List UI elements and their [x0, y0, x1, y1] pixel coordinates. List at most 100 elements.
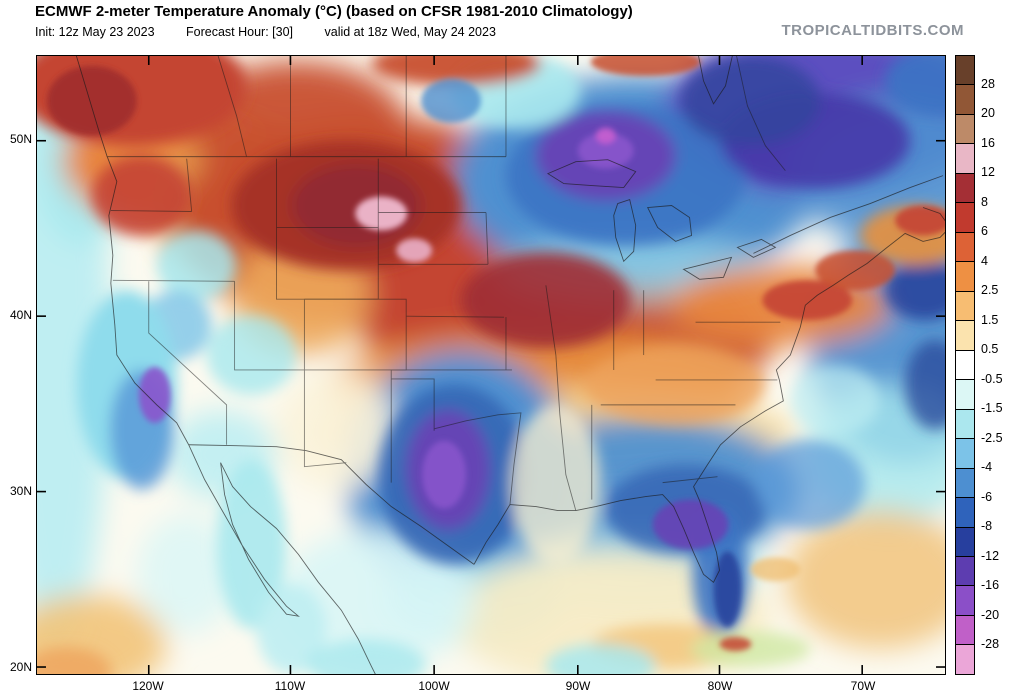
anomaly-layer-cores	[46, 56, 945, 652]
page-title: ECMWF 2-meter Temperature Anomaly (°C) (…	[35, 3, 633, 20]
lat-label-20N: 20N	[9, 660, 32, 674]
anomaly-region-manitoba-red-band	[371, 56, 541, 86]
colorbar-tick--6: -6	[981, 489, 993, 504]
lon-label-120W: 120W	[132, 679, 164, 693]
anomaly-region-top-right-corner-blue	[885, 56, 945, 116]
anomaly-region-pnw-dark-red-spot	[46, 65, 137, 136]
colorbar-segment	[956, 261, 974, 291]
colorbar-tick--2.5: -2.5	[981, 430, 1003, 445]
colorbar-segment	[956, 84, 974, 114]
colorbar-tick--8: -8	[981, 519, 993, 534]
colorbar-segment	[956, 290, 974, 321]
colorbar-tick--28: -28	[981, 637, 1000, 652]
colorbar-tick-2.5: 2.5	[981, 283, 999, 298]
lat-label-50N: 50N	[9, 132, 32, 146]
pacific-coastline	[75, 56, 190, 445]
anomaly-region-west-mexico-coast-cyan	[136, 514, 237, 635]
anomaly-region-mid-atlantic-coast-cyan	[790, 365, 881, 435]
map-frame	[36, 55, 946, 675]
lon-label-110W: 110W	[274, 679, 306, 693]
anomaly-region-lakes-magenta-dot	[595, 127, 616, 144]
colorbar-tick-20: 20	[981, 106, 995, 121]
mexico-west-coast	[220, 462, 376, 674]
coastline-and-borders	[75, 56, 945, 674]
st-lawrence-river	[753, 175, 944, 254]
lon-label-90W: 90W	[565, 679, 591, 693]
colorbar-segment	[956, 56, 974, 85]
colorbar-segment	[956, 555, 974, 586]
colorbar-segment	[956, 202, 974, 232]
anomaly-region-wa-or-red	[91, 155, 192, 236]
lake-michigan	[613, 198, 637, 263]
anomaly-region-utah-cyan	[206, 315, 297, 395]
colorbar-tick-1.5: 1.5	[981, 312, 999, 327]
colorbar-segment	[956, 231, 974, 262]
run-info-line: Init: 12z May 23 2023 Forecast Hour: [30…	[35, 25, 524, 39]
anomaly-region-caribbean-green	[690, 631, 811, 668]
colorbar-tick-8: 8	[981, 194, 988, 209]
colorbar-tick-0.5: 0.5	[981, 342, 999, 357]
colorbar-segment	[956, 379, 974, 409]
anomaly-region-yucatan-cyan	[545, 644, 656, 674]
anomaly-region-iowa-missouri-maroon	[461, 252, 631, 349]
anomaly-region-canada-navy-west	[680, 56, 821, 146]
colorbar-tick-6: 6	[981, 224, 988, 239]
colorbar-tick--0.5: -0.5	[981, 371, 1003, 386]
colorbar-tick-4: 4	[981, 253, 988, 268]
colorbar-segment	[956, 172, 974, 203]
colorbar-tick--16: -16	[981, 578, 1000, 593]
colorbar-segment	[956, 349, 974, 380]
anomaly-region-montana-pink-spot	[355, 196, 408, 231]
site-watermark: TROPICALTIDBITS.COM	[781, 22, 964, 39]
anomaly-region-nyc-red-spot	[762, 280, 853, 321]
anomaly-region-bottom-left-deep-orange	[37, 647, 112, 674]
colorbar-segment	[956, 644, 974, 674]
lon-label-80W: 80W	[707, 679, 733, 693]
anomaly-region-atlantic-navy-blob-south	[905, 340, 945, 430]
anomaly-region-atlantic-navy-blob-north	[885, 260, 945, 321]
anomaly-region-baja-cyan	[216, 459, 287, 630]
anomaly-region-ms-valley-cream	[510, 404, 601, 565]
anomaly-region-nova-scotia-red	[895, 205, 945, 236]
colorbar-segment	[956, 408, 974, 439]
lake-superior	[546, 159, 637, 189]
anomaly-region-michigan-orange-fringe	[585, 345, 766, 425]
colorbar-segment	[956, 438, 974, 468]
colorbar-segment	[956, 320, 974, 350]
lon-label-70W: 70W	[850, 679, 876, 693]
anomaly-region-mexico-pale-cyan	[276, 529, 477, 670]
colorbar-segment	[956, 143, 974, 173]
anomaly-region-top-center-red-band	[590, 56, 701, 76]
lat-label-30N: 30N	[9, 484, 32, 498]
baja-peninsula	[188, 444, 300, 617]
forecast-hour: Forecast Hour: [30]	[186, 25, 294, 39]
state-boundaries	[110, 56, 786, 511]
colorbar-tick--1.5: -1.5	[981, 401, 1003, 416]
anomaly-region-florida-navy-core	[713, 551, 742, 628]
colorbar-segment	[956, 614, 974, 645]
colorbar-tick--12: -12	[981, 548, 1000, 563]
colorbar-tick-28: 28	[981, 76, 995, 91]
anomaly-region-se-corner-orange	[785, 509, 945, 650]
anomaly-region-florida-panhandle-purple	[652, 499, 729, 550]
colorbar-segment	[956, 585, 974, 615]
colorbar-segment	[956, 497, 974, 527]
anomaly-region-baja-south-cyan	[256, 584, 327, 674]
colorbar-tick--20: -20	[981, 607, 1000, 622]
anomaly-region-bahamas-orange	[750, 557, 801, 582]
colorbar-segment	[956, 526, 974, 556]
valid-time: valid at 18z Wed, May 24 2023	[324, 25, 496, 39]
graticule-ticks	[37, 56, 945, 674]
lake-ontario	[736, 238, 777, 258]
anomaly-region-california-purple-spot	[138, 366, 171, 423]
us-mexico-border	[188, 444, 475, 565]
anomaly-region-off-se-coast-blue	[755, 439, 866, 530]
anomaly-map	[37, 56, 945, 674]
colorbar-segment	[956, 467, 974, 498]
anomaly-region-wyoming-pink-spot	[396, 238, 433, 263]
colorbar-tick-16: 16	[981, 135, 995, 150]
temperature-colorbar	[955, 55, 975, 675]
colorbar-tick-12: 12	[981, 165, 995, 180]
anomaly-region-cuba-red-dot	[719, 637, 752, 652]
